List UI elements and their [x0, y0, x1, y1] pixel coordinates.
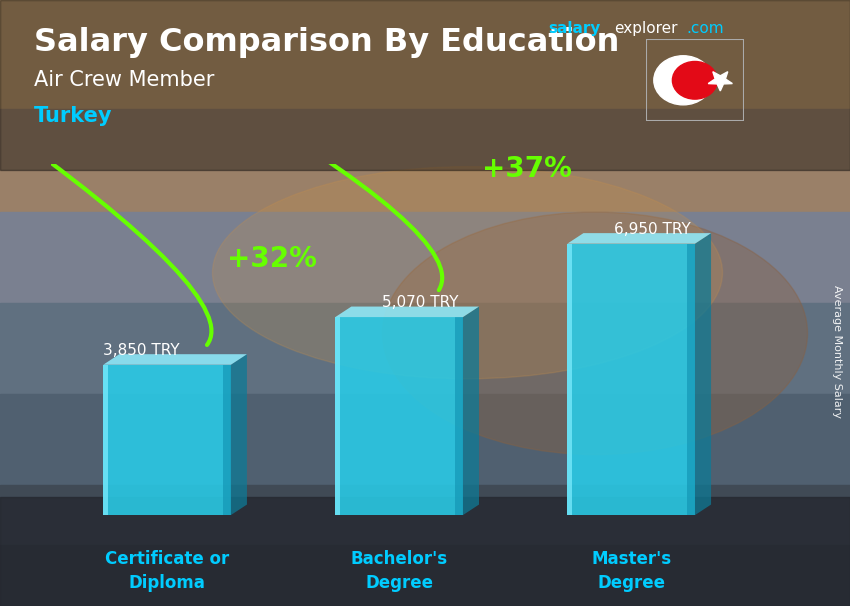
Bar [0, 303, 850, 394]
FancyArrowPatch shape [0, 0, 442, 290]
Polygon shape [695, 233, 711, 515]
Text: 5,070 TRY: 5,070 TRY [382, 295, 458, 310]
Polygon shape [463, 307, 479, 515]
Bar [0, 212, 850, 303]
Circle shape [672, 61, 717, 99]
Text: +37%: +37% [482, 156, 572, 184]
Text: Bachelor's
Degree: Bachelor's Degree [350, 550, 448, 592]
FancyArrowPatch shape [0, 0, 212, 345]
Bar [567, 244, 695, 515]
Bar [335, 317, 463, 515]
Bar [0, 485, 850, 545]
Ellipse shape [382, 212, 808, 454]
Bar [103, 365, 231, 515]
Text: .com: .com [687, 21, 724, 36]
Text: explorer: explorer [614, 21, 677, 36]
Polygon shape [335, 307, 479, 317]
Text: 6,950 TRY: 6,950 TRY [614, 222, 690, 237]
Bar [0, 109, 850, 212]
Bar [0, 545, 850, 606]
Text: Air Crew Member: Air Crew Member [34, 70, 214, 90]
Text: Turkey: Turkey [34, 106, 112, 126]
Polygon shape [708, 72, 733, 91]
Bar [688, 244, 695, 515]
Bar [335, 317, 340, 515]
Polygon shape [103, 354, 247, 365]
Text: salary: salary [548, 21, 601, 36]
Bar [103, 365, 108, 515]
Text: Average Monthly Salary: Average Monthly Salary [832, 285, 842, 418]
Text: 3,850 TRY: 3,850 TRY [103, 343, 180, 358]
Bar [0, 0, 850, 170]
Ellipse shape [212, 167, 722, 379]
Bar [0, 0, 850, 109]
Bar [0, 394, 850, 485]
Text: Certificate or
Diploma: Certificate or Diploma [105, 550, 230, 592]
Bar [224, 365, 231, 515]
Bar [456, 317, 463, 515]
Circle shape [654, 56, 712, 105]
Polygon shape [567, 233, 711, 244]
Polygon shape [231, 354, 247, 515]
Bar [567, 244, 572, 515]
Text: +32%: +32% [226, 245, 316, 273]
Bar [0, 497, 850, 606]
Text: Master's
Degree: Master's Degree [591, 550, 672, 592]
Text: Salary Comparison By Education: Salary Comparison By Education [34, 27, 620, 58]
